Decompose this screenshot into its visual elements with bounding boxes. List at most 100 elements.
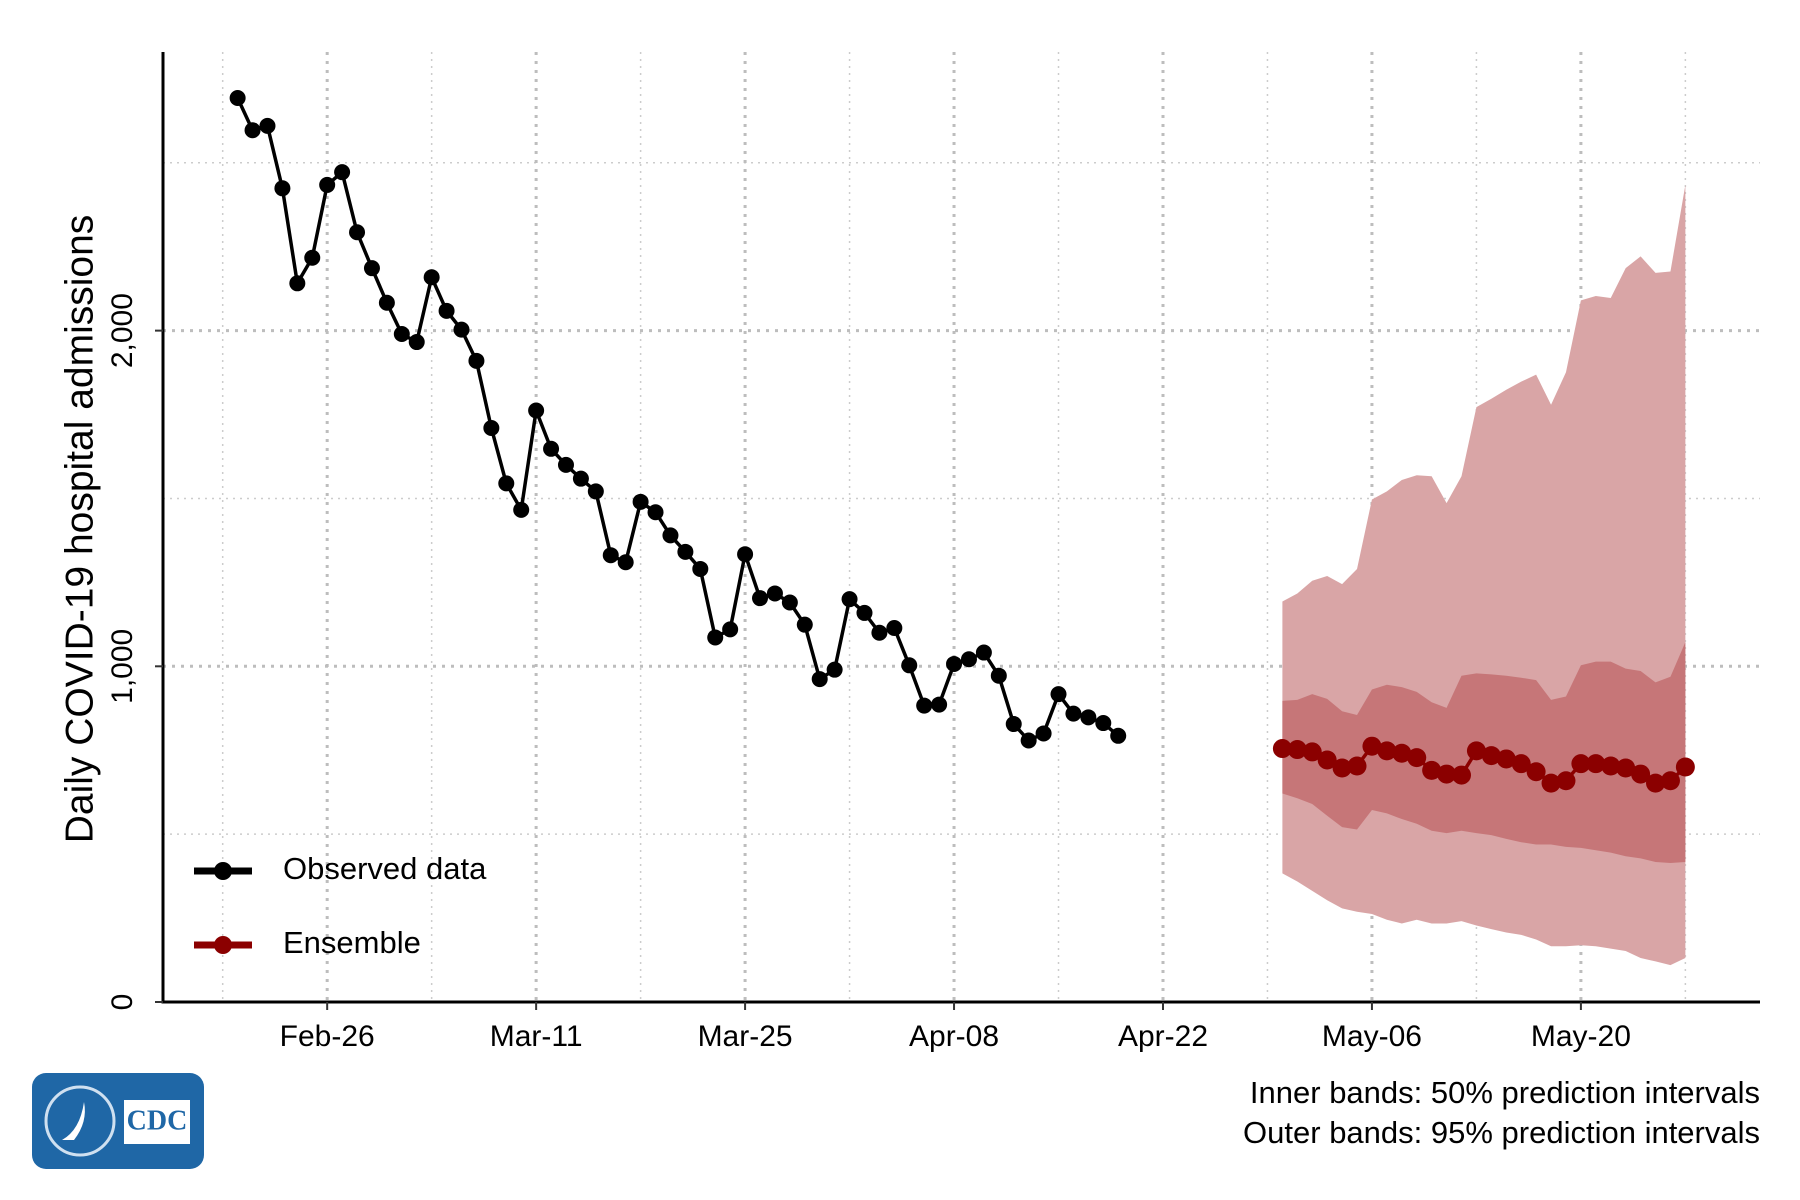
data-point bbox=[438, 302, 455, 319]
data-point bbox=[871, 624, 888, 641]
data-point bbox=[1110, 727, 1127, 744]
data-point bbox=[1050, 686, 1067, 703]
data-point bbox=[259, 117, 276, 134]
data-point bbox=[752, 590, 769, 607]
data-point bbox=[856, 604, 873, 621]
y-tick-label: 0 bbox=[106, 994, 139, 1011]
bands bbox=[1282, 184, 1686, 966]
data-point bbox=[229, 89, 246, 106]
x-tick-label: May-06 bbox=[1322, 1020, 1422, 1053]
data-point bbox=[1437, 764, 1457, 784]
data-point bbox=[1287, 740, 1307, 760]
data-point bbox=[1332, 758, 1352, 778]
data-point bbox=[1481, 746, 1501, 766]
data-point bbox=[378, 294, 395, 311]
data-point bbox=[886, 620, 903, 637]
y-axis-title: Daily COVID-19 hospital admissions bbox=[58, 215, 101, 844]
data-point bbox=[528, 402, 545, 419]
data-point bbox=[1347, 756, 1367, 776]
data-point bbox=[1571, 754, 1591, 774]
data-point bbox=[1362, 736, 1382, 756]
data-point bbox=[737, 546, 754, 563]
data-point bbox=[1080, 709, 1097, 726]
data-point bbox=[1586, 754, 1606, 774]
x-tick-label: Apr-08 bbox=[909, 1020, 999, 1053]
data-point bbox=[811, 671, 828, 688]
data-point bbox=[1556, 771, 1576, 791]
data-point bbox=[1065, 705, 1082, 722]
data-point bbox=[393, 325, 410, 342]
data-point bbox=[319, 176, 336, 193]
data-point bbox=[1541, 773, 1561, 793]
y-tick-label: 1,000 bbox=[106, 629, 139, 704]
data-point bbox=[916, 697, 933, 714]
data-point bbox=[1496, 749, 1516, 769]
annotation: Outer bands: 95% prediction intervals bbox=[1243, 1115, 1760, 1150]
logo-seal bbox=[44, 1085, 116, 1157]
data-point bbox=[1616, 758, 1636, 778]
lines bbox=[229, 89, 1695, 793]
data-point bbox=[1392, 743, 1412, 763]
data-point bbox=[1466, 741, 1486, 761]
data-point bbox=[1005, 716, 1022, 733]
data-point bbox=[707, 629, 724, 646]
data-point bbox=[766, 585, 783, 602]
data-point bbox=[483, 419, 500, 436]
data-point bbox=[334, 164, 351, 181]
data-point bbox=[1646, 773, 1666, 793]
data-point bbox=[572, 470, 589, 487]
axes bbox=[161, 52, 1760, 1004]
data-point bbox=[722, 621, 739, 638]
data-point bbox=[662, 527, 679, 544]
legend-label: Ensemble bbox=[283, 925, 421, 960]
data-point bbox=[587, 483, 604, 500]
legend-marker bbox=[214, 936, 232, 954]
data-point bbox=[1451, 765, 1471, 785]
data-point bbox=[1422, 760, 1442, 780]
data-point bbox=[1660, 771, 1680, 791]
data-point bbox=[677, 543, 694, 560]
data-point bbox=[513, 501, 530, 518]
data-point bbox=[692, 560, 709, 577]
data-point bbox=[453, 321, 470, 338]
data-point bbox=[304, 249, 321, 266]
x-tick-label: Mar-11 bbox=[490, 1020, 583, 1053]
data-point bbox=[602, 547, 619, 564]
data-point bbox=[1377, 741, 1397, 761]
legend: Observed data Ensemble bbox=[194, 851, 487, 960]
data-point bbox=[423, 269, 440, 286]
data-point bbox=[408, 334, 425, 351]
x-tick-label: Mar-25 bbox=[698, 1020, 793, 1053]
logo-box bbox=[124, 1100, 190, 1144]
data-point bbox=[1035, 725, 1052, 742]
data-point bbox=[498, 475, 515, 492]
data-point bbox=[901, 657, 918, 674]
legend-label: Observed data bbox=[283, 851, 487, 886]
data-point bbox=[990, 667, 1007, 684]
data-point bbox=[557, 456, 574, 473]
data-point bbox=[1095, 715, 1112, 732]
logo-eagle bbox=[62, 1102, 85, 1140]
data-point bbox=[975, 644, 992, 661]
logo: CDC bbox=[32, 1073, 204, 1169]
data-point bbox=[781, 594, 798, 611]
data-point bbox=[1020, 732, 1037, 749]
y-tick-label: 2,000 bbox=[106, 293, 139, 368]
data-point bbox=[1317, 750, 1337, 770]
data-point bbox=[543, 440, 560, 457]
annotation: Inner bands: 50% prediction intervals bbox=[1250, 1075, 1760, 1110]
data-point bbox=[617, 554, 634, 571]
data-point bbox=[1272, 739, 1292, 759]
data-point bbox=[841, 591, 858, 608]
data-point bbox=[1511, 754, 1531, 774]
logo-text: CDC bbox=[127, 1105, 188, 1136]
legend-marker bbox=[214, 862, 232, 880]
x-tick-label: Apr-22 bbox=[1118, 1020, 1208, 1053]
data-point bbox=[1631, 764, 1651, 784]
series-line bbox=[236, 97, 1120, 743]
data-point bbox=[1407, 748, 1427, 768]
data-point bbox=[960, 651, 977, 668]
data-point bbox=[244, 122, 261, 139]
